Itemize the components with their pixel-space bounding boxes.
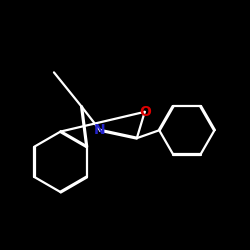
Text: N: N: [94, 123, 106, 137]
Text: O: O: [139, 105, 151, 119]
